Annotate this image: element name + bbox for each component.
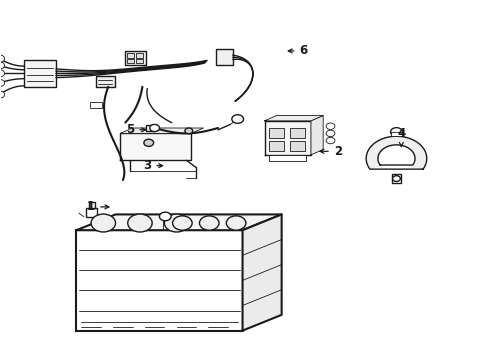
Bar [86,208,97,217]
Bar [270,155,306,161]
Circle shape [144,139,154,147]
Polygon shape [311,116,323,155]
Circle shape [172,216,192,230]
Circle shape [0,55,4,62]
Circle shape [199,216,219,230]
Circle shape [0,91,4,98]
Circle shape [159,212,171,221]
Bar [391,132,402,136]
Bar [90,102,102,108]
Bar [125,51,146,65]
Circle shape [232,115,244,123]
Circle shape [391,128,402,136]
Polygon shape [121,134,191,160]
Polygon shape [265,116,323,121]
Text: 5: 5 [126,123,146,136]
Polygon shape [366,136,427,169]
Text: 6: 6 [288,44,308,57]
Polygon shape [265,121,311,155]
Text: 4: 4 [397,127,406,147]
Circle shape [0,62,4,69]
Circle shape [150,125,159,132]
Bar [270,128,284,138]
Polygon shape [121,128,203,134]
Bar [24,60,56,87]
Bar [136,59,143,63]
Bar [270,141,284,151]
Text: 3: 3 [143,159,163,172]
Circle shape [164,214,189,232]
Bar [216,49,233,65]
Bar [290,141,305,151]
Bar [290,128,305,138]
Circle shape [0,80,4,87]
Bar [96,76,115,87]
Circle shape [392,176,400,181]
Circle shape [91,214,116,232]
Bar [136,53,143,58]
Bar [146,125,155,131]
Bar [127,53,134,58]
Polygon shape [76,215,282,230]
Circle shape [185,128,193,134]
Bar [127,59,134,63]
Circle shape [0,70,4,77]
Bar [392,174,401,183]
Text: 2: 2 [320,145,342,158]
Circle shape [128,214,152,232]
Polygon shape [76,230,243,330]
Circle shape [226,216,246,230]
Polygon shape [243,215,282,330]
Text: 1: 1 [87,201,109,213]
Bar [89,202,95,208]
